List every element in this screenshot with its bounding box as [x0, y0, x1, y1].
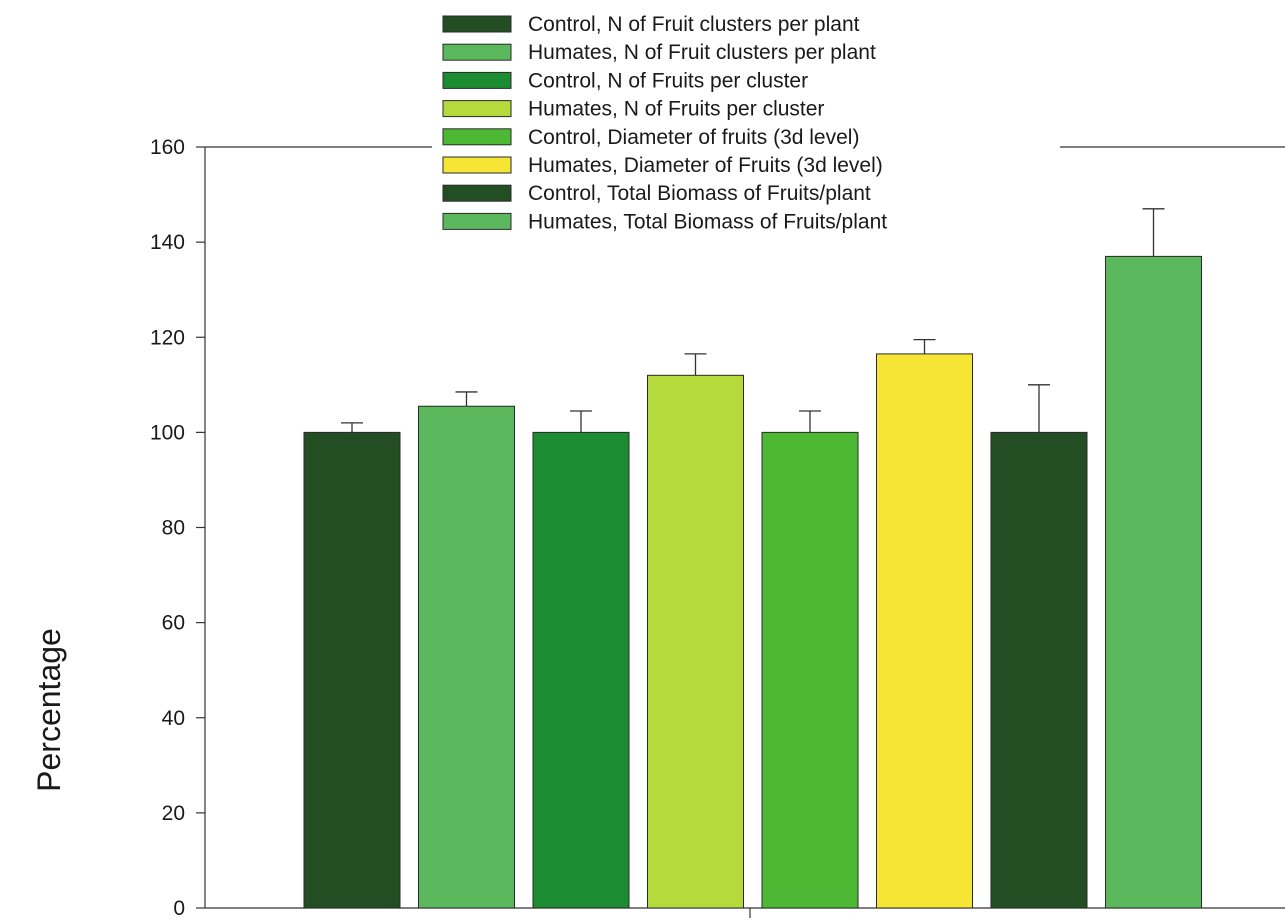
y-tick-label: 40: [162, 707, 185, 730]
legend-swatch-6: [442, 156, 512, 174]
legend-background: [432, 4, 1060, 238]
legend-swatch-4: [442, 100, 512, 118]
legend: Control, N of Fruit clusters per plant Hu…: [432, 4, 1060, 238]
legend-label-7: Control, Total Biomass of Fruits/plant: [528, 182, 871, 205]
legend-label-2: Humates, N of Fruit clusters per plant: [528, 41, 876, 64]
legend-label-5: Control, Diameter of fruits (3d level): [528, 126, 859, 149]
bar-6: [876, 353, 973, 909]
bar-3: [532, 431, 630, 909]
legend-swatch-8: [442, 212, 512, 230]
y-axis-label: Percentage: [31, 628, 67, 792]
legend-swatch-3: [442, 71, 512, 89]
y-tick-label: 120: [150, 326, 185, 349]
bar-2: [418, 405, 515, 909]
bar-7: [990, 431, 1088, 909]
legend-label-8: Humates, Total Biomass of Fruits/plant: [528, 210, 887, 233]
legend-label-3: Control, N of Fruits per cluster: [528, 69, 808, 92]
legend-label-1: Control, N of Fruit clusters per plant: [528, 13, 860, 36]
y-tick-label: 80: [162, 517, 185, 540]
y-tick-label: 0: [173, 897, 185, 920]
bar-8: [1105, 255, 1202, 909]
bar-1: [303, 431, 401, 909]
legend-label-4: Humates, N of Fruits per cluster: [528, 98, 824, 121]
y-tick-label: 140: [150, 231, 185, 254]
legend-label-6: Humates, Diameter of Fruits (3d level): [528, 154, 883, 177]
legend-swatch-5: [442, 128, 512, 146]
legend-swatch-7: [442, 184, 512, 202]
legend-swatch-1: [442, 15, 512, 33]
bars: [303, 208, 1202, 909]
bar-5: [761, 431, 859, 909]
y-tick-label: 60: [162, 612, 185, 635]
y-tick-label: 160: [150, 136, 185, 159]
bar-4: [647, 374, 744, 909]
y-tick-label: 20: [162, 802, 185, 825]
legend-swatch-2: [442, 43, 512, 61]
y-tick-label: 100: [150, 421, 185, 444]
